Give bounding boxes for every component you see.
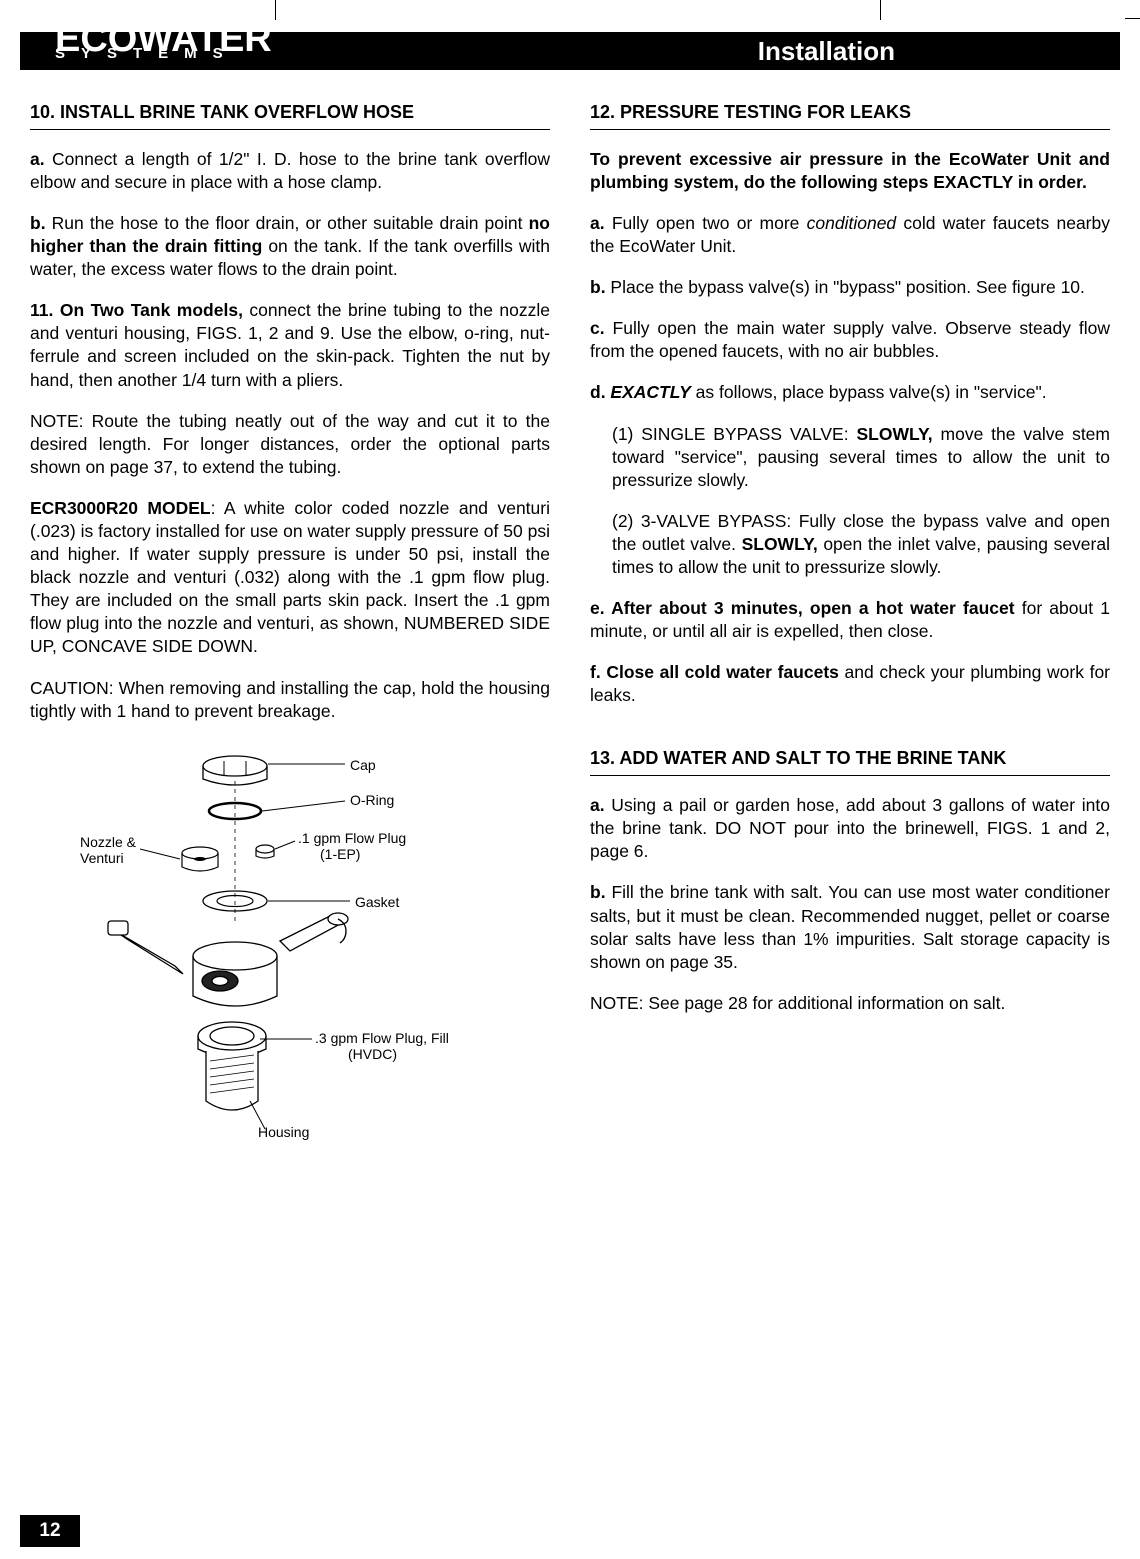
text-12c: Fully open the main water supply valve. … (590, 318, 1110, 361)
text-12d: as follows, place bypass valve(s) in "se… (691, 382, 1047, 402)
label-12c: c. (590, 318, 605, 338)
label-13a: a. (590, 795, 605, 815)
header-bar: ECOWATER SYSTEMS Installation (20, 32, 1120, 70)
para-ecr: ECR3000R20 MODEL: A white color coded no… (30, 497, 550, 659)
label-12d: d. (590, 382, 606, 402)
label-ecr: ECR3000R20 MODEL (30, 498, 211, 518)
diagram-label-cap: Cap (350, 756, 376, 774)
text-12a-1: Fully open two or more (605, 213, 807, 233)
para-12b: b. Place the bypass valve(s) in "bypass"… (590, 276, 1110, 299)
text-13b: Fill the brine tank with salt. You can u… (590, 882, 1110, 971)
para-12f: f. Close all cold water faucets and chec… (590, 661, 1110, 707)
section-13-heading: 13. ADD WATER AND SALT TO THE BRINE TANK (590, 747, 1110, 776)
crop-mark (1125, 18, 1140, 19)
diagram-illustration (80, 741, 500, 1141)
label-10a: a. (30, 149, 45, 169)
diagram-label-plug1b: (1-EP) (320, 845, 360, 863)
para-13b: b. Fill the brine tank with salt. You ca… (590, 881, 1110, 973)
para-12a: a. Fully open two or more conditioned co… (590, 212, 1110, 258)
text-12f-bold: f. Close all cold water faucets (590, 662, 839, 682)
left-column: 10. INSTALL BRINE TANK OVERFLOW HOSE a. … (30, 95, 550, 1504)
label-13b: b. (590, 882, 606, 902)
label-10b: b. (30, 213, 46, 233)
para-10b: b. Run the hose to the floor drain, or o… (30, 212, 550, 281)
diagram-label-housing: Housing (258, 1123, 309, 1141)
page-title: Installation (758, 36, 895, 67)
para-12-intro: To prevent excessive air pressure in the… (590, 148, 1110, 194)
diagram-label-venturi: Venturi (80, 849, 124, 867)
text-12b: Place the bypass valve(s) in "bypass" po… (606, 277, 1085, 297)
para-caution: CAUTION: When removing and installing th… (30, 677, 550, 723)
para-12d1: (1) SINGLE BYPASS VALVE: SLOWLY, move th… (590, 423, 1110, 492)
text-12d2-bold: SLOWLY, (742, 534, 818, 554)
page: ECOWATER SYSTEMS Installation 10. INSTAL… (0, 0, 1140, 1559)
text-12d1-bold: SLOWLY, (856, 424, 932, 444)
crop-mark (275, 0, 276, 20)
diagram-label-oring: O-Ring (350, 791, 394, 809)
para-12e: e. After about 3 minutes, open a hot wat… (590, 597, 1110, 643)
para-11-note: NOTE: Route the tubing neatly out of the… (30, 410, 550, 479)
text-13a: Using a pail or garden hose, add about 3… (590, 795, 1110, 861)
crop-mark (880, 0, 881, 20)
text-12d-bi: EXACTLY (606, 382, 691, 402)
para-13a: a. Using a pail or garden hose, add abou… (590, 794, 1110, 863)
para-10a: a. Connect a length of 1/2" I. D. hose t… (30, 148, 550, 194)
section-10-heading: 10. INSTALL BRINE TANK OVERFLOW HOSE (30, 101, 550, 130)
diagram-label-plug3b: (HVDC) (348, 1045, 397, 1063)
text-10a: Connect a length of 1/2" I. D. hose to t… (30, 149, 550, 192)
right-column: 12. PRESSURE TESTING FOR LEAKS To preven… (590, 95, 1110, 1504)
text-12e-bold: e. After about 3 minutes, open a hot wat… (590, 598, 1015, 618)
text-12d1-1: (1) SINGLE BYPASS VALVE: (612, 424, 856, 444)
label-11: 11. On Two Tank models, (30, 300, 243, 320)
text-12a-i: conditioned (807, 213, 897, 233)
section-12-heading: 12. PRESSURE TESTING FOR LEAKS (590, 101, 1110, 130)
content-columns: 10. INSTALL BRINE TANK OVERFLOW HOSE a. … (30, 95, 1110, 1504)
text-ecr: : A white color coded nozzle and venturi… (30, 498, 550, 657)
para-12d: d. EXACTLY as follows, place bypass valv… (590, 381, 1110, 404)
page-number: 12 (20, 1515, 80, 1547)
brand-logo: ECOWATER SYSTEMS (55, 20, 272, 61)
para-11: 11. On Two Tank models, connect the brin… (30, 299, 550, 391)
label-12b: b. (590, 277, 606, 297)
label-12a: a. (590, 213, 605, 233)
text-10b-1: Run the hose to the floor drain, or othe… (46, 213, 529, 233)
nozzle-venturi-diagram: Cap O-Ring Nozzle & Venturi .1 gpm Flow … (80, 741, 500, 1141)
para-12d2: (2) 3-VALVE BYPASS: Fully close the bypa… (590, 510, 1110, 579)
para-13-note: NOTE: See page 28 for additional informa… (590, 992, 1110, 1015)
para-12c: c. Fully open the main water supply valv… (590, 317, 1110, 363)
diagram-label-gasket: Gasket (355, 893, 399, 911)
